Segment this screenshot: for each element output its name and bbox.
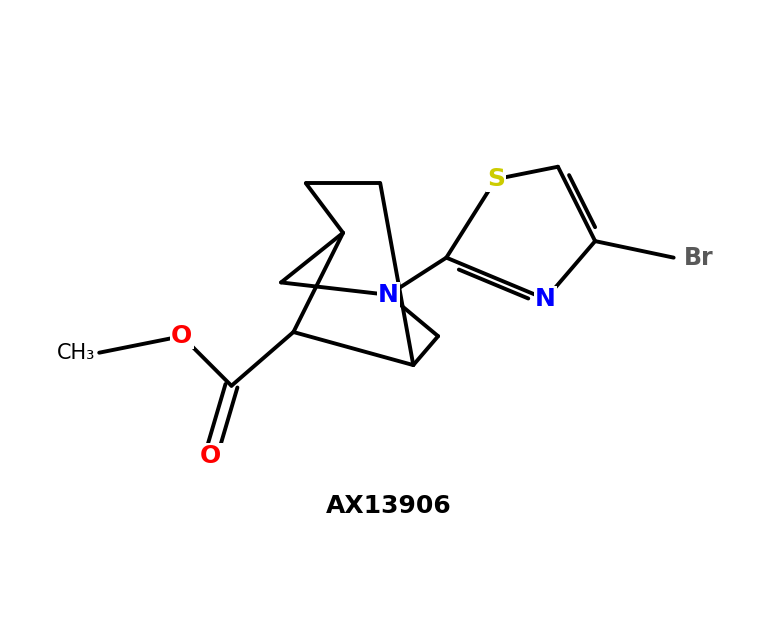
Text: O: O: [200, 444, 221, 468]
Text: S: S: [487, 167, 505, 191]
Text: O: O: [171, 324, 193, 348]
Text: N: N: [535, 287, 556, 311]
Text: AX13906: AX13906: [326, 493, 451, 517]
Text: CH₃: CH₃: [57, 343, 95, 363]
Text: Br: Br: [684, 245, 713, 269]
Text: N: N: [378, 283, 399, 307]
